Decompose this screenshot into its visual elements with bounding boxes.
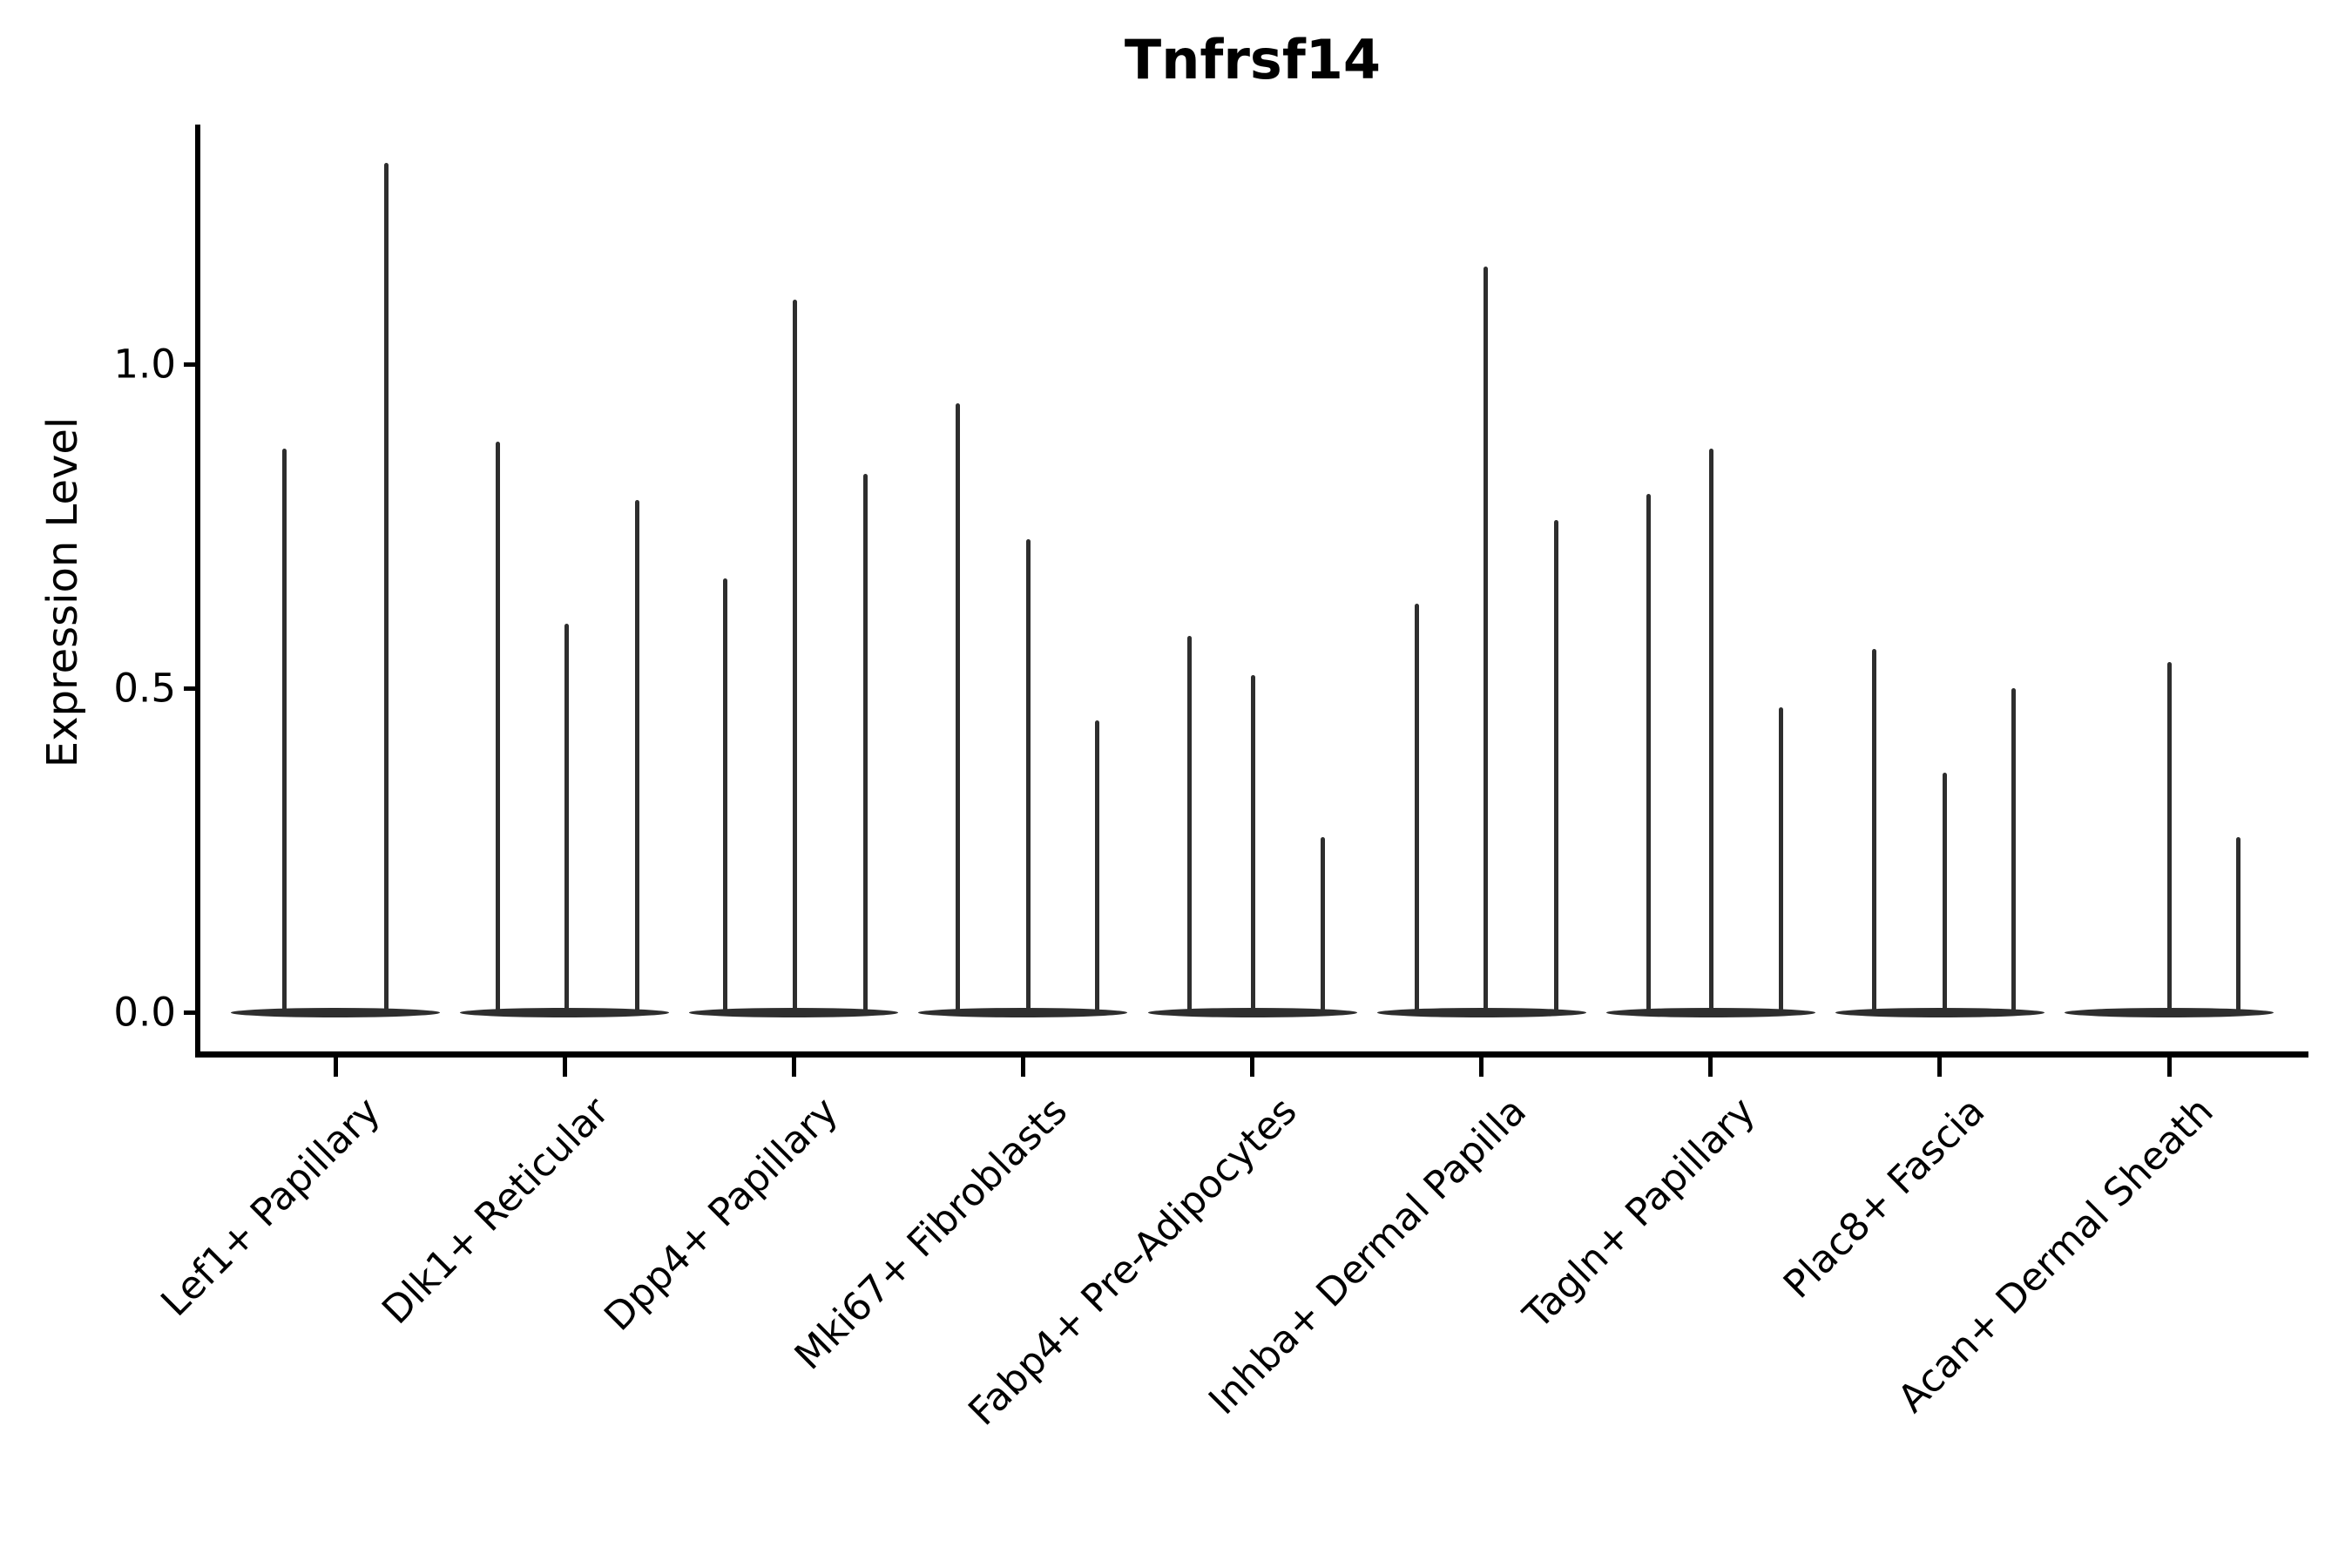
violin-spike [792,299,797,1016]
x-tick-label: Dpp4+ Papillary [596,1089,848,1340]
violin-spike [1943,772,1948,1016]
x-tick-label: Tagln+ Papillary [1515,1089,1764,1338]
x-tick-mark [1708,1058,1713,1077]
violin-spike [1646,493,1652,1016]
violin-spike [564,623,569,1016]
x-tick-mark [1020,1058,1025,1077]
y-tick-label: 0.0 [113,989,176,1036]
x-axis-spine [195,1051,2308,1058]
x-tick-label: Lef1+ Papillary [152,1089,389,1326]
x-tick-mark [791,1058,796,1077]
y-tick-mark [184,686,198,691]
x-tick-mark [1250,1058,1254,1077]
violin-spike [383,163,389,1016]
violin-spike [722,578,727,1016]
violin-spike [955,402,960,1016]
x-tick-mark [562,1058,567,1077]
y-tick-label: 1.0 [113,341,176,388]
y-tick-mark [184,1010,198,1015]
violin-base [918,1007,1128,1017]
y-axis-spine [195,125,200,1058]
violin-spike [1554,519,1559,1016]
chart-title: Tnfrsf14 [1124,28,1382,91]
violin-spike [1025,538,1031,1016]
violin-base [1376,1007,1586,1017]
y-axis-label: Expression Level [38,416,87,768]
x-tick-label: Dlk1+ Reticular [374,1089,618,1333]
x-tick-mark [333,1058,338,1077]
violin-spike [1484,267,1489,1016]
violin-spike [281,448,287,1016]
x-tick-mark [1479,1058,1484,1077]
violin-spike [1415,604,1420,1016]
y-tick-label: 0.5 [113,665,176,712]
y-tick-mark [184,362,198,367]
violin-spike [1187,636,1192,1016]
violin-spike [1251,675,1255,1016]
violin-spike [1094,720,1099,1016]
x-tick-mark [2166,1058,2172,1077]
x-tick-mark [1937,1058,1943,1077]
violin-spike [862,474,868,1016]
violin-base [231,1007,440,1017]
violin-spike [2166,662,2172,1016]
violin-spike [1779,707,1784,1016]
violin-spike [634,500,639,1016]
violin-base [1835,1007,2044,1017]
violin-spike [1709,448,1714,1016]
violin-spike [1321,837,1325,1016]
violin-spike [495,442,500,1016]
violin-spike [2235,837,2240,1016]
violin-spike [1872,649,1877,1016]
x-tick-label: Plac8+ Fascia [1774,1089,1993,1308]
violin-spike [2011,688,2017,1016]
